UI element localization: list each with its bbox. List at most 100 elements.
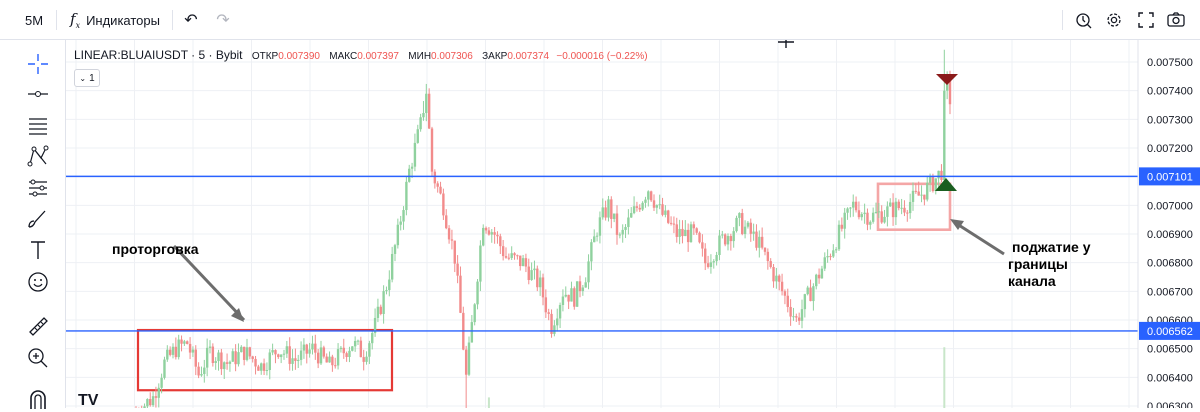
candle-body	[348, 350, 351, 357]
candle-body	[937, 170, 940, 179]
candle-body	[174, 346, 178, 358]
candle-body	[797, 317, 801, 321]
price-tick-label: 0.006500	[1147, 344, 1193, 356]
indicators-button[interactable]: fx Индикаторы	[62, 0, 168, 40]
zoom-in-icon[interactable]	[20, 344, 56, 372]
candle-body	[891, 202, 895, 218]
candle-body	[336, 349, 340, 366]
candle-body	[661, 204, 664, 215]
candle-body	[470, 322, 474, 343]
candle-body	[729, 236, 733, 242]
crosshair-cursor-icon	[778, 40, 794, 48]
measure-lines-icon[interactable]	[20, 174, 56, 202]
candle-body	[254, 358, 257, 367]
redo-icon[interactable]: ↷	[216, 12, 230, 29]
interval-button[interactable]: 5М	[14, 0, 54, 40]
candle-body	[194, 349, 197, 367]
candle-body	[641, 202, 644, 210]
candle-body	[780, 281, 784, 292]
squeeze-arrow-head	[950, 219, 964, 230]
open-label: ОТКР	[251, 51, 279, 62]
emoji-icon[interactable]	[20, 268, 56, 296]
candle-body	[749, 222, 752, 234]
candle-body	[775, 275, 778, 282]
candle-body	[274, 350, 277, 355]
settings-gear-icon[interactable]	[1100, 0, 1128, 40]
candle-body	[621, 229, 624, 235]
candle-body	[519, 255, 522, 267]
candle-body	[464, 349, 468, 375]
magnet-icon[interactable]	[20, 384, 56, 412]
candle-body	[567, 294, 570, 302]
candle-body	[832, 250, 835, 257]
candle-body	[544, 297, 548, 313]
candle-body	[541, 277, 545, 298]
candle-body	[379, 306, 382, 314]
candle-body	[866, 212, 869, 225]
candle-body	[197, 366, 200, 376]
candle-body	[894, 201, 898, 218]
horizontal-line-icon[interactable]	[20, 80, 56, 108]
candle-body	[285, 346, 289, 354]
fullscreen-icon[interactable]	[1132, 0, 1160, 40]
candle-body	[561, 296, 565, 305]
candle-body	[800, 309, 804, 321]
screenshot-camera-icon[interactable]	[1162, 0, 1190, 40]
candle-body	[410, 166, 414, 169]
candle-body	[689, 224, 693, 243]
candle-body	[669, 222, 673, 224]
candle-body	[183, 341, 186, 344]
candle-body	[393, 245, 397, 254]
candle-body	[869, 221, 872, 225]
high-value: 0.007397	[357, 51, 399, 62]
candle-body	[649, 191, 653, 201]
candle-body	[684, 229, 687, 237]
candle-body	[766, 251, 770, 262]
candle-body	[630, 213, 633, 218]
candle-body	[578, 281, 582, 292]
candle-body	[299, 350, 303, 360]
candle-body	[422, 113, 425, 118]
price-axis: 0.0075000.0074000.0073000.0072000.007100…	[1137, 40, 1200, 408]
high-label: МАКС	[329, 51, 358, 62]
candle-body	[843, 212, 846, 229]
candle-body	[385, 290, 388, 292]
candle-body	[482, 227, 485, 246]
candle-body	[877, 211, 881, 213]
crosshair-icon[interactable]	[20, 50, 56, 78]
close-value: 0.007374	[507, 51, 550, 62]
price-chart[interactable]: 0.0075000.0074000.0073000.0072000.007100…	[66, 40, 1200, 408]
candle-body	[163, 359, 166, 378]
candle-body	[584, 282, 587, 288]
legend-collapse-button[interactable]: ⌄ 1	[74, 69, 100, 87]
candle-body	[524, 258, 528, 267]
candle-body	[752, 231, 755, 234]
undo-icon[interactable]: ↶	[184, 12, 198, 29]
candle-body	[726, 236, 730, 245]
candle-body	[857, 210, 861, 218]
chart-grid	[66, 40, 1138, 408]
candle-body	[510, 253, 513, 258]
candle-body	[311, 343, 314, 350]
candle-body	[550, 313, 553, 334]
candle-body	[672, 223, 676, 225]
ruler-icon[interactable]	[20, 312, 56, 340]
fib-lines-icon[interactable]	[20, 112, 56, 140]
candle-body	[231, 351, 234, 362]
candle-body	[382, 291, 385, 314]
candle-body	[282, 353, 286, 355]
alert-clock-icon[interactable]	[1070, 0, 1098, 40]
text-icon[interactable]	[20, 236, 56, 264]
candle-body	[846, 208, 849, 213]
pattern-icon[interactable]	[20, 142, 56, 170]
candle-body	[914, 190, 918, 192]
candle-body	[499, 236, 502, 247]
candle-body	[706, 263, 710, 267]
candle-body	[396, 224, 400, 246]
candle-body	[151, 396, 155, 406]
candle-body	[453, 240, 456, 264]
candle-body	[208, 346, 212, 348]
candle-body	[795, 316, 798, 318]
candle-body	[564, 294, 567, 297]
brush-icon[interactable]	[20, 204, 56, 232]
